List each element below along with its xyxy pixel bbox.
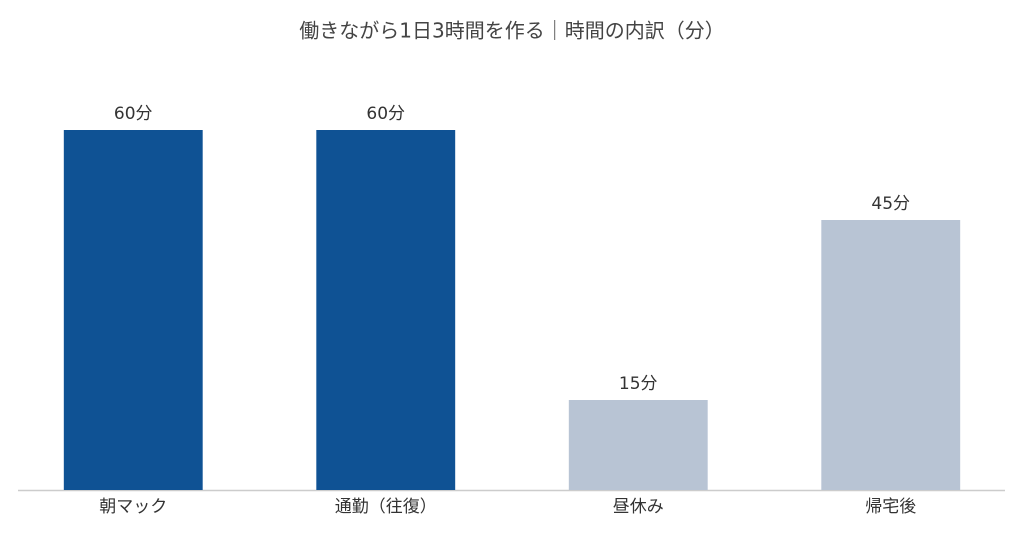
value-label: 15分 [619, 374, 658, 394]
bar [316, 130, 456, 490]
x-tick-label: 帰宅後 [865, 497, 916, 517]
bar [63, 130, 203, 490]
x-tick-label: 通勤（往復） [335, 497, 437, 517]
chart-title: 働きながら1日3時間を作る｜時間の内訳（分） [299, 19, 724, 43]
x-tick-label: 朝マック [99, 497, 167, 517]
bar [821, 220, 961, 490]
value-label: 60分 [114, 104, 153, 124]
bar [568, 400, 708, 490]
value-label: 45分 [871, 194, 910, 214]
value-label: 60分 [366, 104, 405, 124]
x-tick-label: 昼休み [613, 497, 664, 517]
